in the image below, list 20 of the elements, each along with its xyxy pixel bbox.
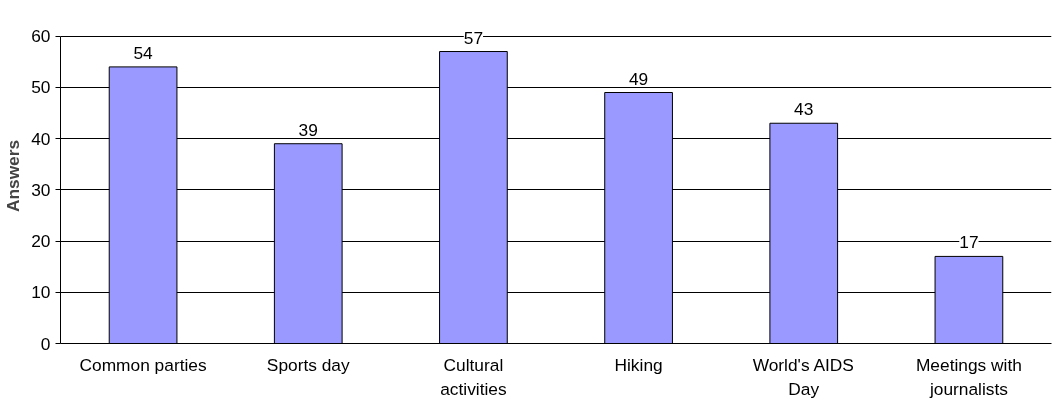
y-tick-label: 20 [31,231,51,252]
x-tick-label: World's AIDS Day [752,354,854,399]
data-label: 49 [628,68,649,89]
y-tick-label: 40 [31,128,51,149]
y-tick-label: 0 [40,333,51,354]
x-tick-label: Hiking [614,354,663,375]
data-label: 54 [133,42,154,63]
y-tick-label: 60 [31,26,51,47]
x-tick-label: Sports day [266,354,350,375]
data-label: 17 [959,232,979,253]
x-tick-label: Cultural activities [440,354,507,399]
data-label: 57 [463,27,484,48]
x-tick-label: Meetings with journalists [915,354,1022,399]
y-tick-label: 30 [31,179,51,200]
data-label: 43 [794,99,814,120]
x-tick-label: Common parties [79,354,207,375]
y-tick-label: 10 [31,282,51,303]
y-tick-label: 50 [31,77,51,98]
y-axis-title: Answers [3,139,24,213]
data-label: 39 [298,119,318,140]
